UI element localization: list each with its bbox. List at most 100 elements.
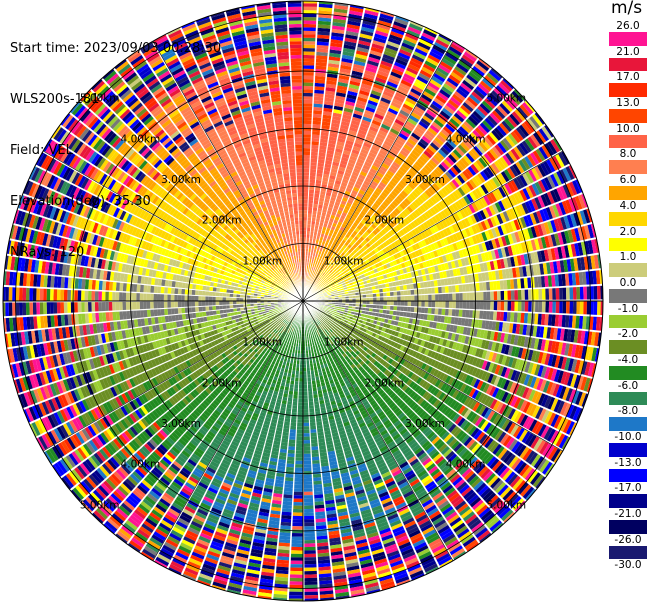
range-gate (318, 283, 322, 287)
range-gate (400, 262, 406, 269)
range-gate (306, 234, 310, 239)
range-gate (434, 180, 443, 189)
range-gate (411, 295, 415, 301)
range-gate (477, 198, 485, 209)
range-gate (328, 59, 340, 65)
range-gate (438, 189, 446, 199)
range-gate (543, 176, 553, 190)
range-gate (303, 196, 308, 200)
range-gate (490, 162, 500, 174)
range-gate (346, 136, 355, 143)
range-gate (386, 153, 395, 161)
range-gate (314, 79, 325, 84)
range-gate (386, 272, 391, 278)
range-gate (368, 151, 377, 159)
range-gate (397, 168, 406, 177)
range-gate (347, 90, 358, 97)
range-gate (407, 295, 412, 301)
range-gate (351, 116, 361, 123)
range-gate (425, 219, 433, 228)
range-gate (445, 253, 451, 262)
range-gate (303, 244, 306, 249)
range-gate (386, 195, 394, 203)
range-gate (303, 248, 306, 252)
range-gate (339, 278, 344, 282)
range-gate (537, 164, 547, 177)
range-gate (516, 176, 525, 189)
range-gate (303, 158, 310, 162)
range-gate (337, 267, 342, 272)
range-gate (342, 249, 348, 254)
range-gate (486, 291, 491, 300)
range-gate (336, 194, 343, 200)
range-gate (387, 37, 401, 45)
range-gate (423, 229, 430, 238)
range-gate (359, 29, 374, 37)
range-gate (438, 293, 443, 301)
range-gate (347, 277, 352, 281)
range-gate (470, 113, 481, 124)
range-gate (398, 257, 404, 263)
range-gate (403, 197, 411, 205)
range-gate (317, 159, 325, 164)
range-gate (340, 256, 346, 261)
range-gate (510, 289, 515, 300)
range-gate (412, 129, 423, 138)
range-gate (486, 310, 491, 320)
range-gate (548, 205, 557, 219)
range-gate (476, 291, 481, 301)
range-gate (420, 313, 425, 320)
range-gate (464, 99, 476, 110)
range-gate (482, 281, 487, 291)
range-gate (409, 152, 418, 161)
range-gate (448, 46, 462, 57)
range-gate (384, 239, 391, 246)
range-gate (493, 290, 498, 300)
range-gate (369, 167, 378, 175)
range-gate (426, 84, 438, 94)
range-gate (330, 270, 335, 275)
range-gate (419, 96, 431, 106)
range-gate (347, 258, 352, 264)
range-gate (537, 179, 547, 193)
range-gate (411, 201, 419, 209)
range-gate (370, 122, 380, 130)
range-gate (366, 132, 376, 139)
range-gate (406, 29, 420, 38)
range-gate (347, 162, 355, 168)
range-gate (323, 284, 327, 288)
range-gate (386, 296, 391, 301)
range-gate (382, 53, 395, 62)
range-gate (345, 251, 350, 256)
range-gate (420, 247, 427, 255)
range-gate (515, 126, 527, 139)
range-gate (383, 305, 387, 310)
range-gate (451, 93, 464, 104)
range-gate (483, 219, 491, 230)
range-gate (428, 301, 432, 308)
range-gate (342, 258, 348, 264)
range-gate (422, 63, 436, 73)
range-gate (349, 261, 354, 266)
range-gate (466, 96, 479, 107)
range-gate (377, 20, 392, 28)
range-gate (559, 287, 563, 300)
range-gate (406, 311, 411, 318)
range-gate (489, 191, 498, 203)
range-gate (342, 47, 355, 54)
range-gate (390, 71, 402, 79)
range-gate (515, 205, 523, 217)
range-gate (463, 217, 471, 227)
range-gate (330, 39, 343, 45)
range-gate (483, 74, 497, 87)
range-gate (455, 87, 468, 99)
range-gate (436, 67, 449, 77)
range-gate (541, 125, 552, 140)
range-gate (303, 251, 306, 256)
range-gate (393, 301, 398, 306)
range-gate (360, 210, 367, 216)
range-gate (445, 245, 452, 253)
range-gate (345, 274, 350, 279)
range-gate (514, 108, 526, 122)
range-gate (315, 264, 319, 269)
